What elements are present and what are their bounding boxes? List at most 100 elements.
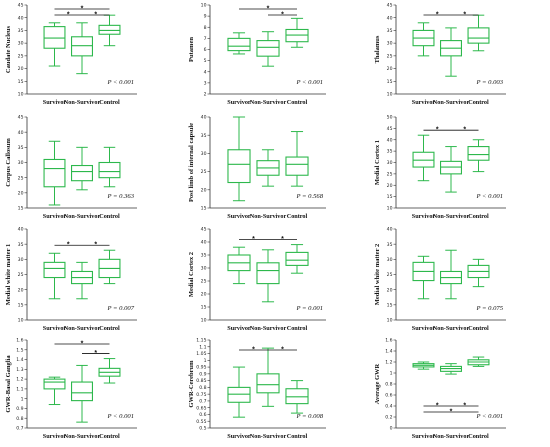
y-tick-label: 35 — [18, 145, 24, 151]
x-category-label: Non-Survivor — [433, 213, 470, 220]
y-tick-label: 0.8 — [385, 382, 392, 388]
iqr-box — [285, 156, 309, 176]
panel-9: 10 15 20 25 30 35 40 Medial white matter 2 Survi… — [374, 227, 506, 332]
x-category-label: Control — [287, 325, 308, 332]
y-tick-label: 0 — [390, 426, 393, 432]
significance-star: * — [67, 242, 70, 249]
y-tick-label: 2 — [204, 92, 207, 98]
panel-6: 10 15 20 25 30 35 40 45 50 Medial Cortex 1 Survivo… — [374, 115, 506, 220]
y-tick-label: 45 — [18, 115, 24, 121]
p-value: P < 0.001 — [476, 193, 504, 200]
y-tick-label: 40 — [387, 227, 393, 233]
x-category-label: Survivor — [412, 325, 436, 332]
y-axis-label: Thalamus — [374, 35, 381, 63]
y-tick-label: 0.85 — [196, 378, 206, 384]
box-survivor — [227, 246, 251, 285]
y-tick-label: 0.9 — [16, 406, 23, 412]
significance-star: * — [67, 12, 70, 19]
significance-star: * — [281, 347, 284, 354]
significance-star: * — [94, 12, 97, 19]
y-tick-label: 1 — [21, 396, 24, 402]
y-tick-label: 10 — [18, 92, 24, 98]
y-tick-label: 35 — [18, 28, 24, 34]
iqr-box — [467, 146, 490, 161]
y-tick-label: 1.1 — [16, 386, 23, 392]
iqr-box — [227, 37, 251, 52]
panel-5: 15 20 25 30 35 40 Post limb of internal capsul… — [188, 115, 326, 220]
y-tick-label: 15 — [201, 206, 207, 212]
box-non-survivor — [256, 347, 280, 407]
box-non-survivor — [71, 22, 94, 75]
y-tick-label: 15 — [387, 194, 393, 200]
iqr-box — [43, 378, 66, 390]
y-tick-label: 10 — [387, 92, 393, 98]
y-tick-label: 40 — [18, 227, 24, 233]
y-tick-label: 25 — [387, 171, 393, 177]
box-survivor — [412, 255, 435, 300]
y-tick-label: 8 — [204, 25, 207, 31]
y-axis-label: Medial Cortex 1 — [374, 140, 381, 185]
y-tick-label: 1.15 — [196, 338, 206, 344]
box-survivor — [227, 116, 251, 202]
significance-star: * — [81, 341, 84, 348]
box-control — [285, 17, 309, 48]
x-category-label: Survivor — [43, 325, 67, 332]
x-category-label: Survivor — [227, 213, 251, 220]
x-category-label: Control — [99, 433, 120, 440]
p-value: P = 0.008 — [296, 413, 324, 420]
y-tick-label: 1.3 — [16, 367, 23, 373]
panel-4: 15 20 25 30 35 40 45 Corpus Callosum SurvivorNon… — [5, 115, 137, 220]
panel-3: 10 15 20 25 30 35 40 45 Thalamus SurvivorNon-Surv… — [374, 3, 506, 106]
significance-star: * — [436, 403, 439, 410]
panel-8: 10 15 20 25 30 35 40 45 Medial Cortex 2 Survivor N… — [188, 227, 326, 332]
x-category-label: Control — [287, 99, 308, 106]
y-tick-label: 30 — [18, 160, 24, 166]
box-non-survivor — [439, 146, 462, 193]
x-category-label: Control — [468, 325, 489, 332]
box-non-survivor — [439, 249, 462, 300]
iqr-box — [256, 40, 280, 57]
y-tick-label: 35 — [18, 242, 24, 248]
y-tick-label: 30 — [201, 151, 207, 157]
y-tick-label: 40 — [201, 115, 207, 121]
y-tick-label: 10 — [201, 318, 207, 324]
box-survivor — [227, 32, 251, 55]
y-tick-label: 1 — [204, 358, 207, 364]
x-category-label: Survivor — [43, 213, 67, 220]
iqr-box — [227, 386, 251, 403]
box-non-survivor — [256, 249, 280, 303]
box-survivor — [43, 22, 66, 67]
y-tick-label: 45 — [387, 3, 393, 9]
y-tick-label: 30 — [387, 160, 393, 166]
y-tick-label: 20 — [201, 187, 207, 193]
panel-7: 10 15 20 25 30 35 40 Medial white matter 1 Survi… — [5, 227, 137, 332]
iqr-box — [98, 161, 121, 179]
iqr-box — [98, 24, 121, 35]
box-survivor — [227, 366, 251, 418]
p-value: P = 0.001 — [296, 305, 324, 312]
y-tick-label: 30 — [18, 257, 24, 263]
box-non-survivor — [71, 146, 94, 191]
y-tick-label: 0.5 — [199, 426, 206, 432]
iqr-box — [439, 160, 462, 175]
significance-star: * — [81, 6, 84, 13]
y-axis-label: Putamen — [188, 37, 195, 62]
y-tick-label: 0.65 — [196, 405, 206, 411]
y-tick-label: 15 — [18, 206, 24, 212]
y-tick-label: 1.6 — [385, 338, 392, 344]
box-non-survivor — [71, 261, 94, 300]
x-category-label: Non-Survivor — [64, 433, 101, 440]
y-tick-label: 1.4 — [16, 357, 23, 363]
box-survivor — [43, 252, 66, 300]
iqr-box — [43, 261, 66, 279]
x-category-label: Non-Survivor — [250, 213, 287, 220]
box-control — [98, 14, 121, 47]
box-control — [98, 249, 121, 285]
x-category-label: Non-Survivor — [433, 99, 470, 106]
y-tick-label: 0.75 — [196, 392, 206, 398]
box-non-survivor — [439, 27, 462, 77]
y-tick-label: 20 — [387, 183, 393, 189]
y-tick-label: 25 — [18, 175, 24, 181]
box-survivor — [412, 22, 435, 57]
p-value: P < 0.001 — [107, 413, 135, 420]
